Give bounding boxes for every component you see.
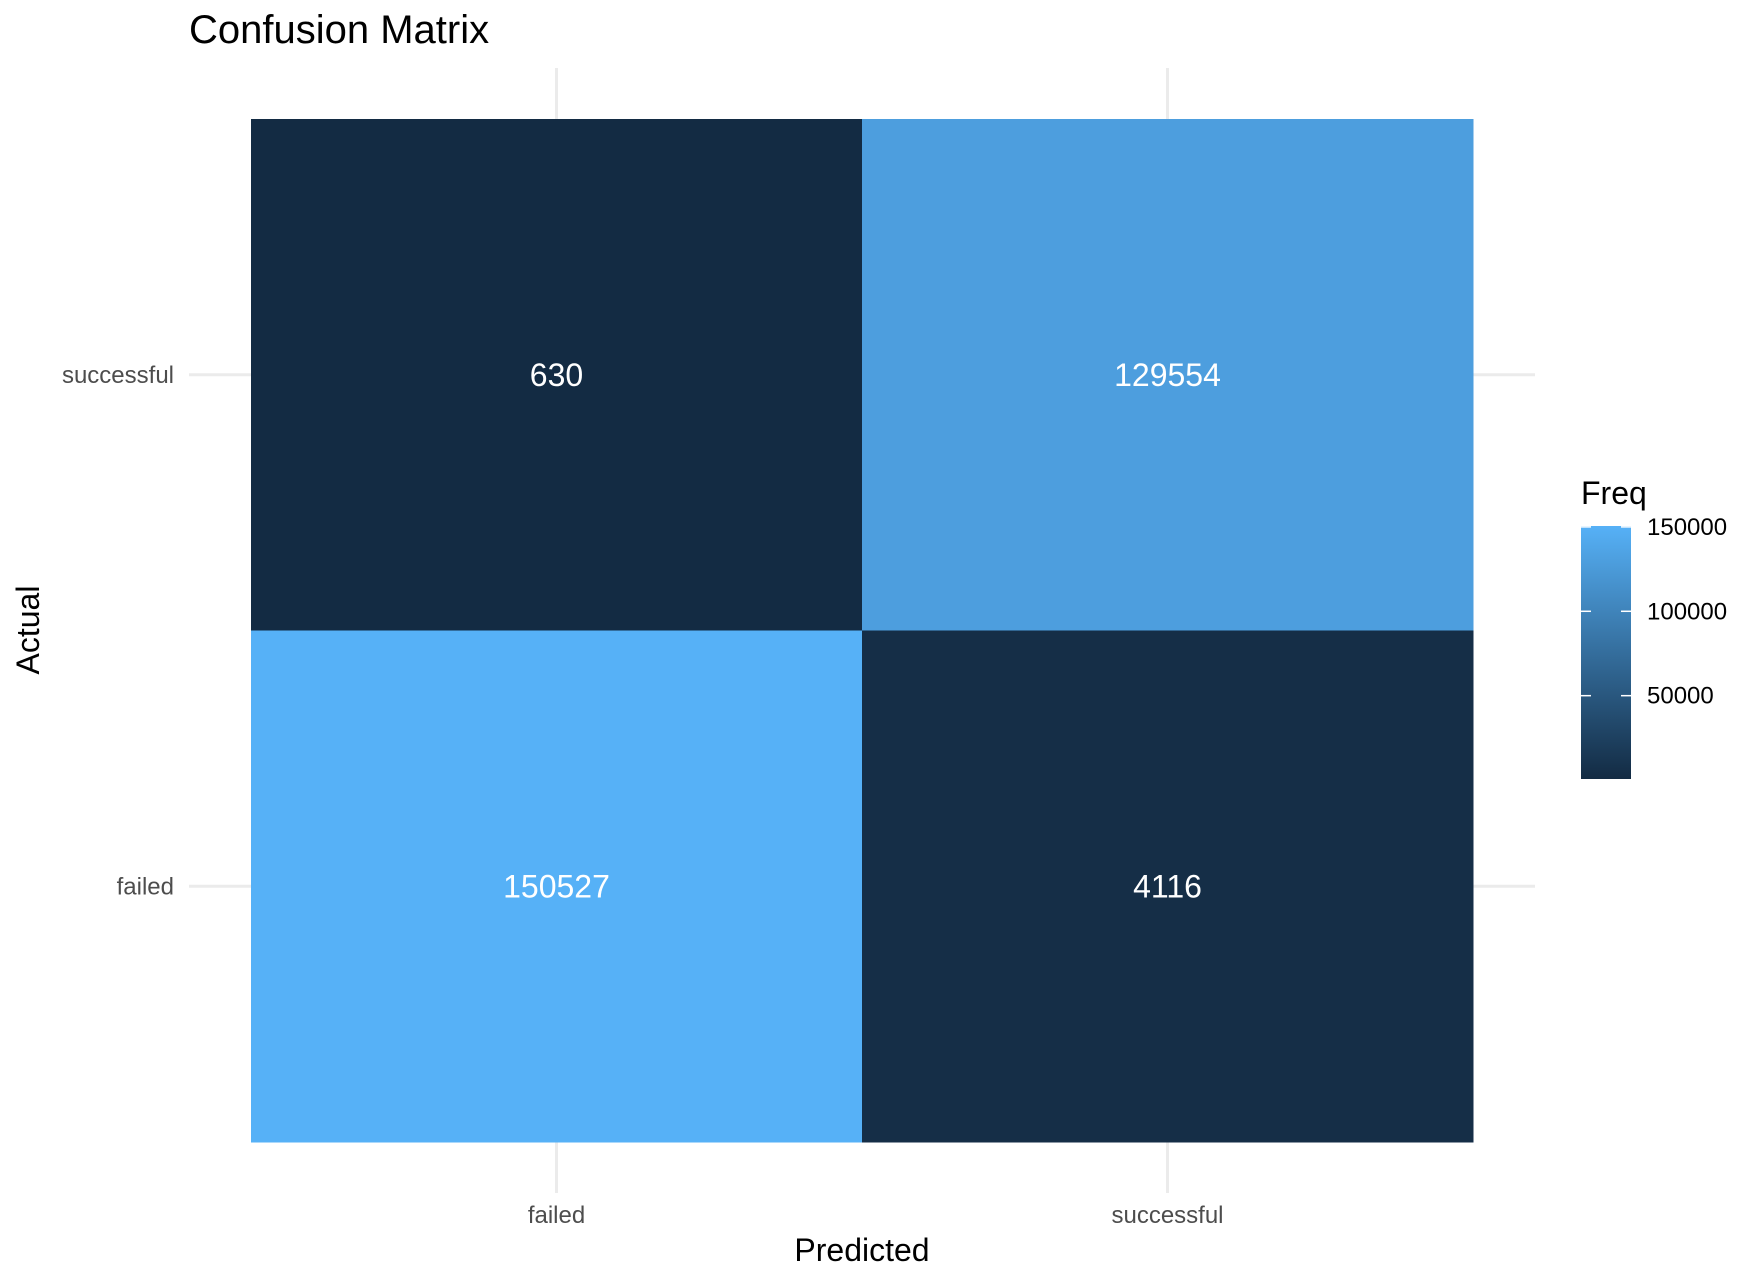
y-tick-label: failed <box>117 873 174 900</box>
chart-title: Confusion Matrix <box>189 8 489 52</box>
legend-colorbar <box>1581 526 1631 779</box>
heatmap-cells <box>251 119 1474 1143</box>
legend-tick-label: 150000 <box>1647 514 1727 541</box>
heatmap-cell-failed-failed <box>251 630 863 1143</box>
y-axis-title: Actual <box>10 586 46 675</box>
cell-value-label: 150527 <box>503 868 610 904</box>
heatmap-cell-successful-failed <box>251 119 863 631</box>
cell-value-label: 630 <box>530 357 583 393</box>
cell-value-labels: 630 129554 150527 4116 <box>503 357 1221 905</box>
x-tick-label: failed <box>528 1202 585 1229</box>
legend-title: Freq <box>1581 475 1647 511</box>
x-tick-label: successful <box>1111 1202 1223 1229</box>
axes: failed successful failed successful <box>62 362 1224 1229</box>
x-axis-title: Predicted <box>794 1232 929 1268</box>
heatmap-cell-failed-successful <box>862 630 1474 1143</box>
y-tick-label: successful <box>62 362 174 389</box>
heatmap-cell-successful-successful <box>862 119 1474 631</box>
legend-tick-label: 100000 <box>1647 598 1727 625</box>
legend: Freq 50000 100000 150000 <box>1581 475 1727 779</box>
cell-value-label: 129554 <box>1114 357 1221 393</box>
legend-tick-label: 50000 <box>1647 683 1714 710</box>
cell-value-label: 4116 <box>1133 868 1202 904</box>
